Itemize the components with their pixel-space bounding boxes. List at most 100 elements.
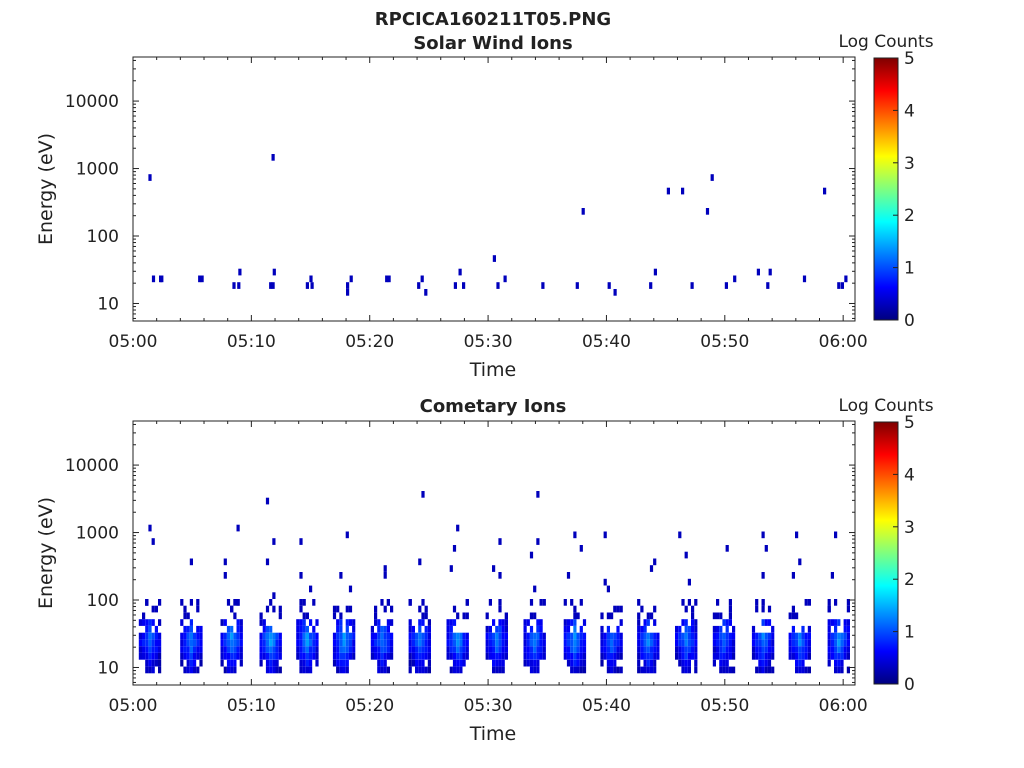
spectrogram-cell: [539, 632, 543, 640]
spectrogram-cell: [309, 632, 313, 640]
spectrogram-cell: [465, 653, 469, 660]
spectrogram-cell: [151, 632, 155, 640]
spectrogram-cell: [262, 632, 266, 640]
colorbar-ticks: 0 1 2 3 4 5: [893, 49, 915, 331]
spectrogram-cell: [151, 605, 155, 613]
spectrogram-cell: [566, 632, 571, 640]
spectrogram-cell: [305, 653, 309, 660]
spectrogram-cell: [370, 653, 374, 660]
spectrogram-cell: [795, 653, 799, 660]
spectrogram-cell: [154, 659, 158, 667]
spectrogram-cell: [681, 666, 685, 674]
spectrogram-cell: [230, 639, 234, 647]
spectrogram-cell: [462, 612, 466, 620]
spectrogram-cell: [637, 599, 641, 606]
spectrogram-cell: [846, 666, 850, 674]
spectrogram-cell: [148, 632, 152, 640]
spectrogram-cell: [199, 646, 203, 653]
spectrogram-cell: [142, 632, 146, 640]
spectrogram-cell: [380, 659, 384, 667]
spectrogram-cell: [374, 619, 378, 626]
spectrogram-cell: [755, 632, 759, 640]
spectrogram-cell: [539, 646, 543, 653]
spectrogram-cell: [837, 646, 841, 653]
spectrogram-cell: [370, 646, 374, 653]
spectrogram-cell: [728, 646, 732, 653]
spectrogram-cell: [456, 659, 460, 667]
spectrogram-cell: [573, 531, 577, 539]
spectrogram-cell: [272, 639, 276, 647]
spectrogram-cell: [656, 639, 660, 647]
spectrogram-cell: [795, 666, 799, 674]
spectrogram-cell: [613, 646, 617, 653]
spectrogram-cell: [148, 639, 152, 647]
spectrogram-cell: [336, 632, 340, 640]
spectrogram-cell: [265, 632, 270, 640]
spectrogram-cell: [610, 612, 614, 620]
spectrogram-cell: [456, 666, 460, 674]
spectrogram-cell: [582, 639, 587, 647]
spectrogram-cell: [417, 282, 421, 289]
spectrogram-cell: [840, 646, 844, 653]
spectrogram-cell: [637, 619, 641, 626]
spectrogram-cell: [495, 625, 499, 633]
spectrogram-cell: [834, 653, 838, 660]
spectrogram-cell: [459, 666, 463, 674]
spectrogram-cell: [424, 605, 428, 613]
spectrogram-cell: [230, 605, 234, 613]
spectrogram-cell: [345, 646, 349, 653]
spectrogram-cell: [386, 653, 390, 660]
spectrogram-cell: [383, 659, 387, 667]
spectrogram-cell: [462, 282, 466, 289]
spectrogram-cell: [798, 653, 802, 660]
spectrogram-cell: [573, 632, 577, 640]
spectrogram-cell: [504, 632, 508, 640]
spectrogram-cell: [189, 666, 193, 674]
spectrogram-cell: [315, 646, 319, 653]
spectrogram-cell: [352, 646, 356, 653]
spectrogram-cell: [408, 619, 412, 626]
spectrogram-cell: [312, 632, 316, 640]
spectrogram-cell: [600, 639, 604, 647]
spectrogram-cell: [570, 659, 574, 667]
spectrogram-cell: [539, 653, 543, 660]
spectrogram-cell: [145, 632, 149, 640]
spectrogram-cell: [606, 639, 610, 647]
spectrogram-cell: [424, 646, 428, 653]
spectrogram-cell: [579, 632, 583, 640]
spectrogram-cell: [582, 659, 587, 667]
spectrogram-cell: [732, 653, 736, 660]
spectrogram-cell: [681, 659, 685, 667]
spectrogram-cell: [456, 612, 460, 620]
spectrogram-cell: [305, 646, 309, 653]
spectrogram-cell: [269, 653, 273, 660]
spectrogram-cell: [788, 639, 792, 647]
spectrogram-cell: [180, 619, 184, 626]
spectrogram-cell: [346, 289, 350, 296]
spectrogram-cell: [600, 632, 604, 640]
spectrogram-cell: [239, 639, 243, 647]
colorbar-tick-label: 1: [904, 259, 915, 279]
spectrogram-cell: [712, 625, 716, 633]
spectrogram-cell: [795, 659, 799, 667]
spectrogram-cell: [501, 619, 505, 626]
spectrogram-cell: [145, 619, 149, 626]
spectrogram-cell: [145, 666, 149, 674]
spectrogram-cell: [788, 646, 792, 653]
spectrogram-cell: [728, 666, 732, 674]
spectrogram-cell: [462, 653, 466, 660]
spectrogram-cell: [791, 605, 795, 613]
spectrogram-cell: [732, 646, 736, 653]
spectrogram-cell: [791, 653, 795, 660]
spectrogram-cell: [804, 599, 808, 606]
spectrogram-cell: [732, 666, 736, 674]
spectrogram-cell: [694, 625, 698, 633]
spectrogram-cell: [827, 625, 831, 633]
spectrogram-cell: [504, 625, 508, 633]
spectrogram-cell: [529, 646, 534, 653]
spectrogram-cell: [834, 666, 838, 674]
spectrogram-cell: [807, 599, 811, 606]
spectrogram-cell: [189, 659, 193, 667]
spectrogram-cell: [348, 653, 353, 660]
spectrogram-cell: [843, 646, 847, 653]
